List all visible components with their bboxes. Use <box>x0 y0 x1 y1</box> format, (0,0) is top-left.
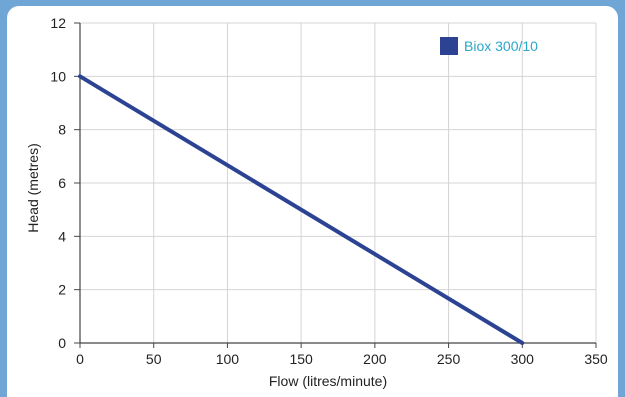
y-tick-label: 12 <box>50 15 66 31</box>
legend-label: Biox 300/10 <box>464 38 538 54</box>
x-axis-label: Flow (litres/minute) <box>269 373 387 389</box>
legend-swatch <box>440 37 458 55</box>
y-axis-label: Head (metres) <box>25 143 41 232</box>
x-tick-label: 300 <box>511 351 535 367</box>
series-lines <box>78 74 525 345</box>
chart-panel <box>7 6 618 397</box>
y-tick-label: 10 <box>50 68 66 84</box>
y-tick-label: 0 <box>58 335 66 351</box>
x-tick-label: 0 <box>76 351 84 367</box>
x-tick-label: 250 <box>437 351 461 367</box>
axes <box>74 22 597 348</box>
y-tick-label: 6 <box>58 175 66 191</box>
series-line <box>78 74 525 345</box>
x-tick-labels: 0 50 100 150 200 250 300 350 <box>76 351 608 367</box>
y-tick-labels: 0 2 4 6 8 10 12 <box>50 15 66 351</box>
x-tick-label: 150 <box>289 351 313 367</box>
legend: Biox 300/10 <box>440 37 538 55</box>
y-tick-label: 8 <box>58 122 66 138</box>
x-tick-label: 350 <box>584 351 608 367</box>
x-tick-label: 100 <box>216 351 240 367</box>
x-tick-label: 50 <box>146 351 162 367</box>
x-tick-label: 200 <box>363 351 387 367</box>
grid-lines <box>80 22 597 343</box>
y-tick-label: 4 <box>58 228 66 244</box>
y-tick-label: 2 <box>58 282 66 298</box>
